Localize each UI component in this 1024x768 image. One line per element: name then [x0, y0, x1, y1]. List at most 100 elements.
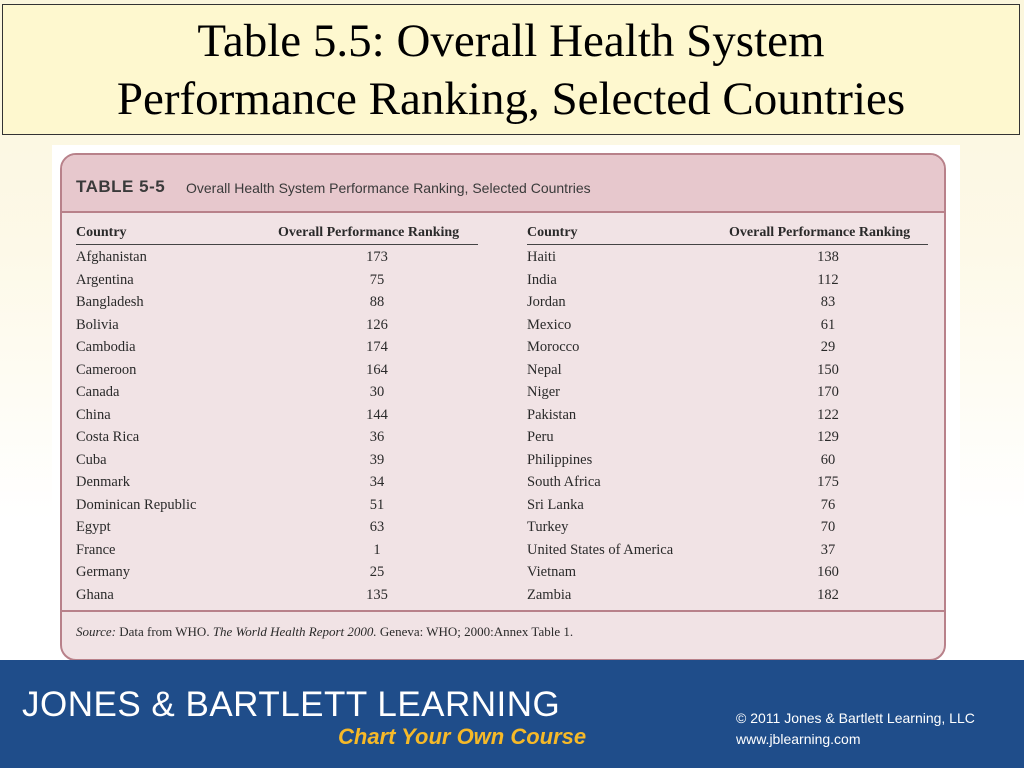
country-cell: Cambodia [76, 339, 136, 355]
left-country-header: Country [76, 225, 127, 240]
ranking-cell: 61 [820, 316, 836, 333]
table-row: France 1 [76, 542, 478, 564]
left-ranking-header: Overall Performance Ranking [278, 225, 460, 240]
ranking-cell: 29 [820, 339, 836, 355]
ranking-cell: 37 [820, 541, 836, 558]
source-note: Source: Data from WHO. The World Health … [76, 624, 573, 640]
country-cell: United States of America [527, 541, 674, 558]
table-row: Canada 30 [76, 384, 478, 406]
source-text-2: Geneva: WHO; 2000:Annex Table 1. [376, 624, 574, 639]
country-cell: Niger [527, 384, 561, 400]
table-row: United States of America 37 [527, 542, 929, 564]
table-row: Sri Lanka 76 [527, 497, 929, 519]
ranking-cell: 160 [817, 564, 839, 580]
table-footer-rule [62, 610, 944, 612]
country-cell: Germany [76, 564, 130, 580]
table-row: Ghana 135 [76, 587, 478, 609]
publisher-banner: JONES & BARTLETT LEARNING Chart Your Own… [0, 660, 1024, 768]
country-cell: South Africa [527, 474, 601, 490]
table-row: Dominican Republic 51 [76, 497, 478, 519]
country-cell: Turkey [527, 519, 569, 535]
ranking-cell: 34 [369, 474, 385, 490]
table-row: South Africa 175 [527, 474, 929, 496]
slide-title-line-2: Performance Ranking, Selected Countries [116, 72, 906, 125]
left-header-rule [76, 244, 478, 245]
country-cell: Morocco [527, 339, 580, 355]
ranking-cell: 76 [820, 496, 836, 513]
table-row: Vietnam 160 [527, 564, 929, 586]
country-cell: Jordan [527, 294, 566, 310]
country-cell: Bolivia [76, 316, 119, 333]
ranking-cell: 36 [369, 429, 385, 445]
table-row: Denmark 34 [76, 474, 478, 496]
ranking-cell: 88 [369, 294, 385, 310]
table-row: Mexico 61 [527, 317, 929, 339]
table-row: Cuba 39 [76, 452, 478, 474]
ranking-cell: 150 [817, 361, 839, 378]
country-cell: Denmark [76, 474, 130, 490]
ranking-cell: 39 [369, 451, 385, 468]
table-row: Afghanistan 173 [76, 249, 478, 271]
slide-title-line-1: Table 5.5: Overall Health System [197, 14, 825, 67]
table-row: Turkey 70 [527, 519, 929, 541]
country-cell: Mexico [527, 316, 572, 333]
table-row: Morocco 29 [527, 339, 929, 361]
ranking-cell: 83 [820, 294, 836, 310]
right-ranking-header: Overall Performance Ranking [729, 225, 911, 240]
country-cell: Vietnam [527, 564, 577, 580]
right-header-rule [527, 244, 928, 245]
table-row: Haiti 138 [527, 249, 929, 271]
table-row: India 112 [527, 272, 929, 294]
source-publication: The World Health Report 2000. [212, 624, 377, 639]
table-row: Nepal 150 [527, 362, 929, 384]
publisher-logo-text: JONES & BARTLETT LEARNING [22, 685, 561, 724]
ranking-cell: 170 [817, 384, 839, 400]
table-row: Pakistan 122 [527, 407, 929, 429]
publisher-tagline: Chart Your Own Course [338, 724, 587, 749]
table-row: Philippines 60 [527, 452, 929, 474]
table-row: Egypt 63 [76, 519, 478, 541]
country-cell: China [76, 406, 111, 423]
ranking-cell: 112 [817, 271, 839, 288]
ranking-cell: 63 [369, 519, 385, 535]
source-text-1: Data from WHO. [115, 624, 213, 639]
country-cell: Dominican Republic [76, 496, 197, 513]
right-country-header: Country [527, 225, 578, 240]
table-number: TABLE 5-5 [76, 177, 166, 196]
table-row: Costa Rica 36 [76, 429, 478, 451]
country-cell: Peru [527, 429, 554, 445]
country-cell: Argentina [76, 271, 134, 288]
country-cell: Bangladesh [76, 294, 144, 310]
ranking-cell: 51 [369, 496, 385, 513]
ranking-cell: 174 [366, 339, 388, 355]
table-row: Niger 170 [527, 384, 929, 406]
country-cell: India [527, 271, 557, 288]
source-label: Source: [76, 624, 116, 639]
ranking-cell: 1 [373, 541, 381, 558]
country-cell: Pakistan [527, 406, 577, 423]
country-cell: Haiti [527, 249, 556, 265]
table-row: Jordan 83 [527, 294, 929, 316]
ranking-cell: 122 [817, 406, 839, 423]
ranking-cell: 175 [817, 474, 839, 490]
ranking-cell: 30 [369, 384, 385, 400]
ranking-cell: 144 [366, 406, 388, 423]
ranking-cell: 129 [817, 429, 839, 445]
ranking-cell: 25 [369, 564, 385, 580]
country-cell: Costa Rica [76, 429, 140, 445]
table-row: Bolivia 126 [76, 317, 478, 339]
website-text: www.jblearning.com [736, 731, 861, 747]
ranking-cell: 138 [817, 249, 839, 265]
ranking-cell: 126 [366, 316, 388, 333]
country-cell: Zambia [527, 586, 572, 603]
table-row: Cambodia 174 [76, 339, 478, 361]
ranking-cell: 60 [820, 451, 836, 468]
ranking-cell: 164 [366, 361, 388, 378]
table-row: China 144 [76, 407, 478, 429]
country-cell: Cameroon [76, 361, 137, 378]
country-cell: Sri Lanka [527, 496, 584, 513]
table-row: Cameroon 164 [76, 362, 478, 384]
country-cell: Afghanistan [76, 249, 147, 265]
table-caption: Overall Health System Performance Rankin… [186, 180, 591, 196]
country-cell: Nepal [527, 361, 562, 378]
